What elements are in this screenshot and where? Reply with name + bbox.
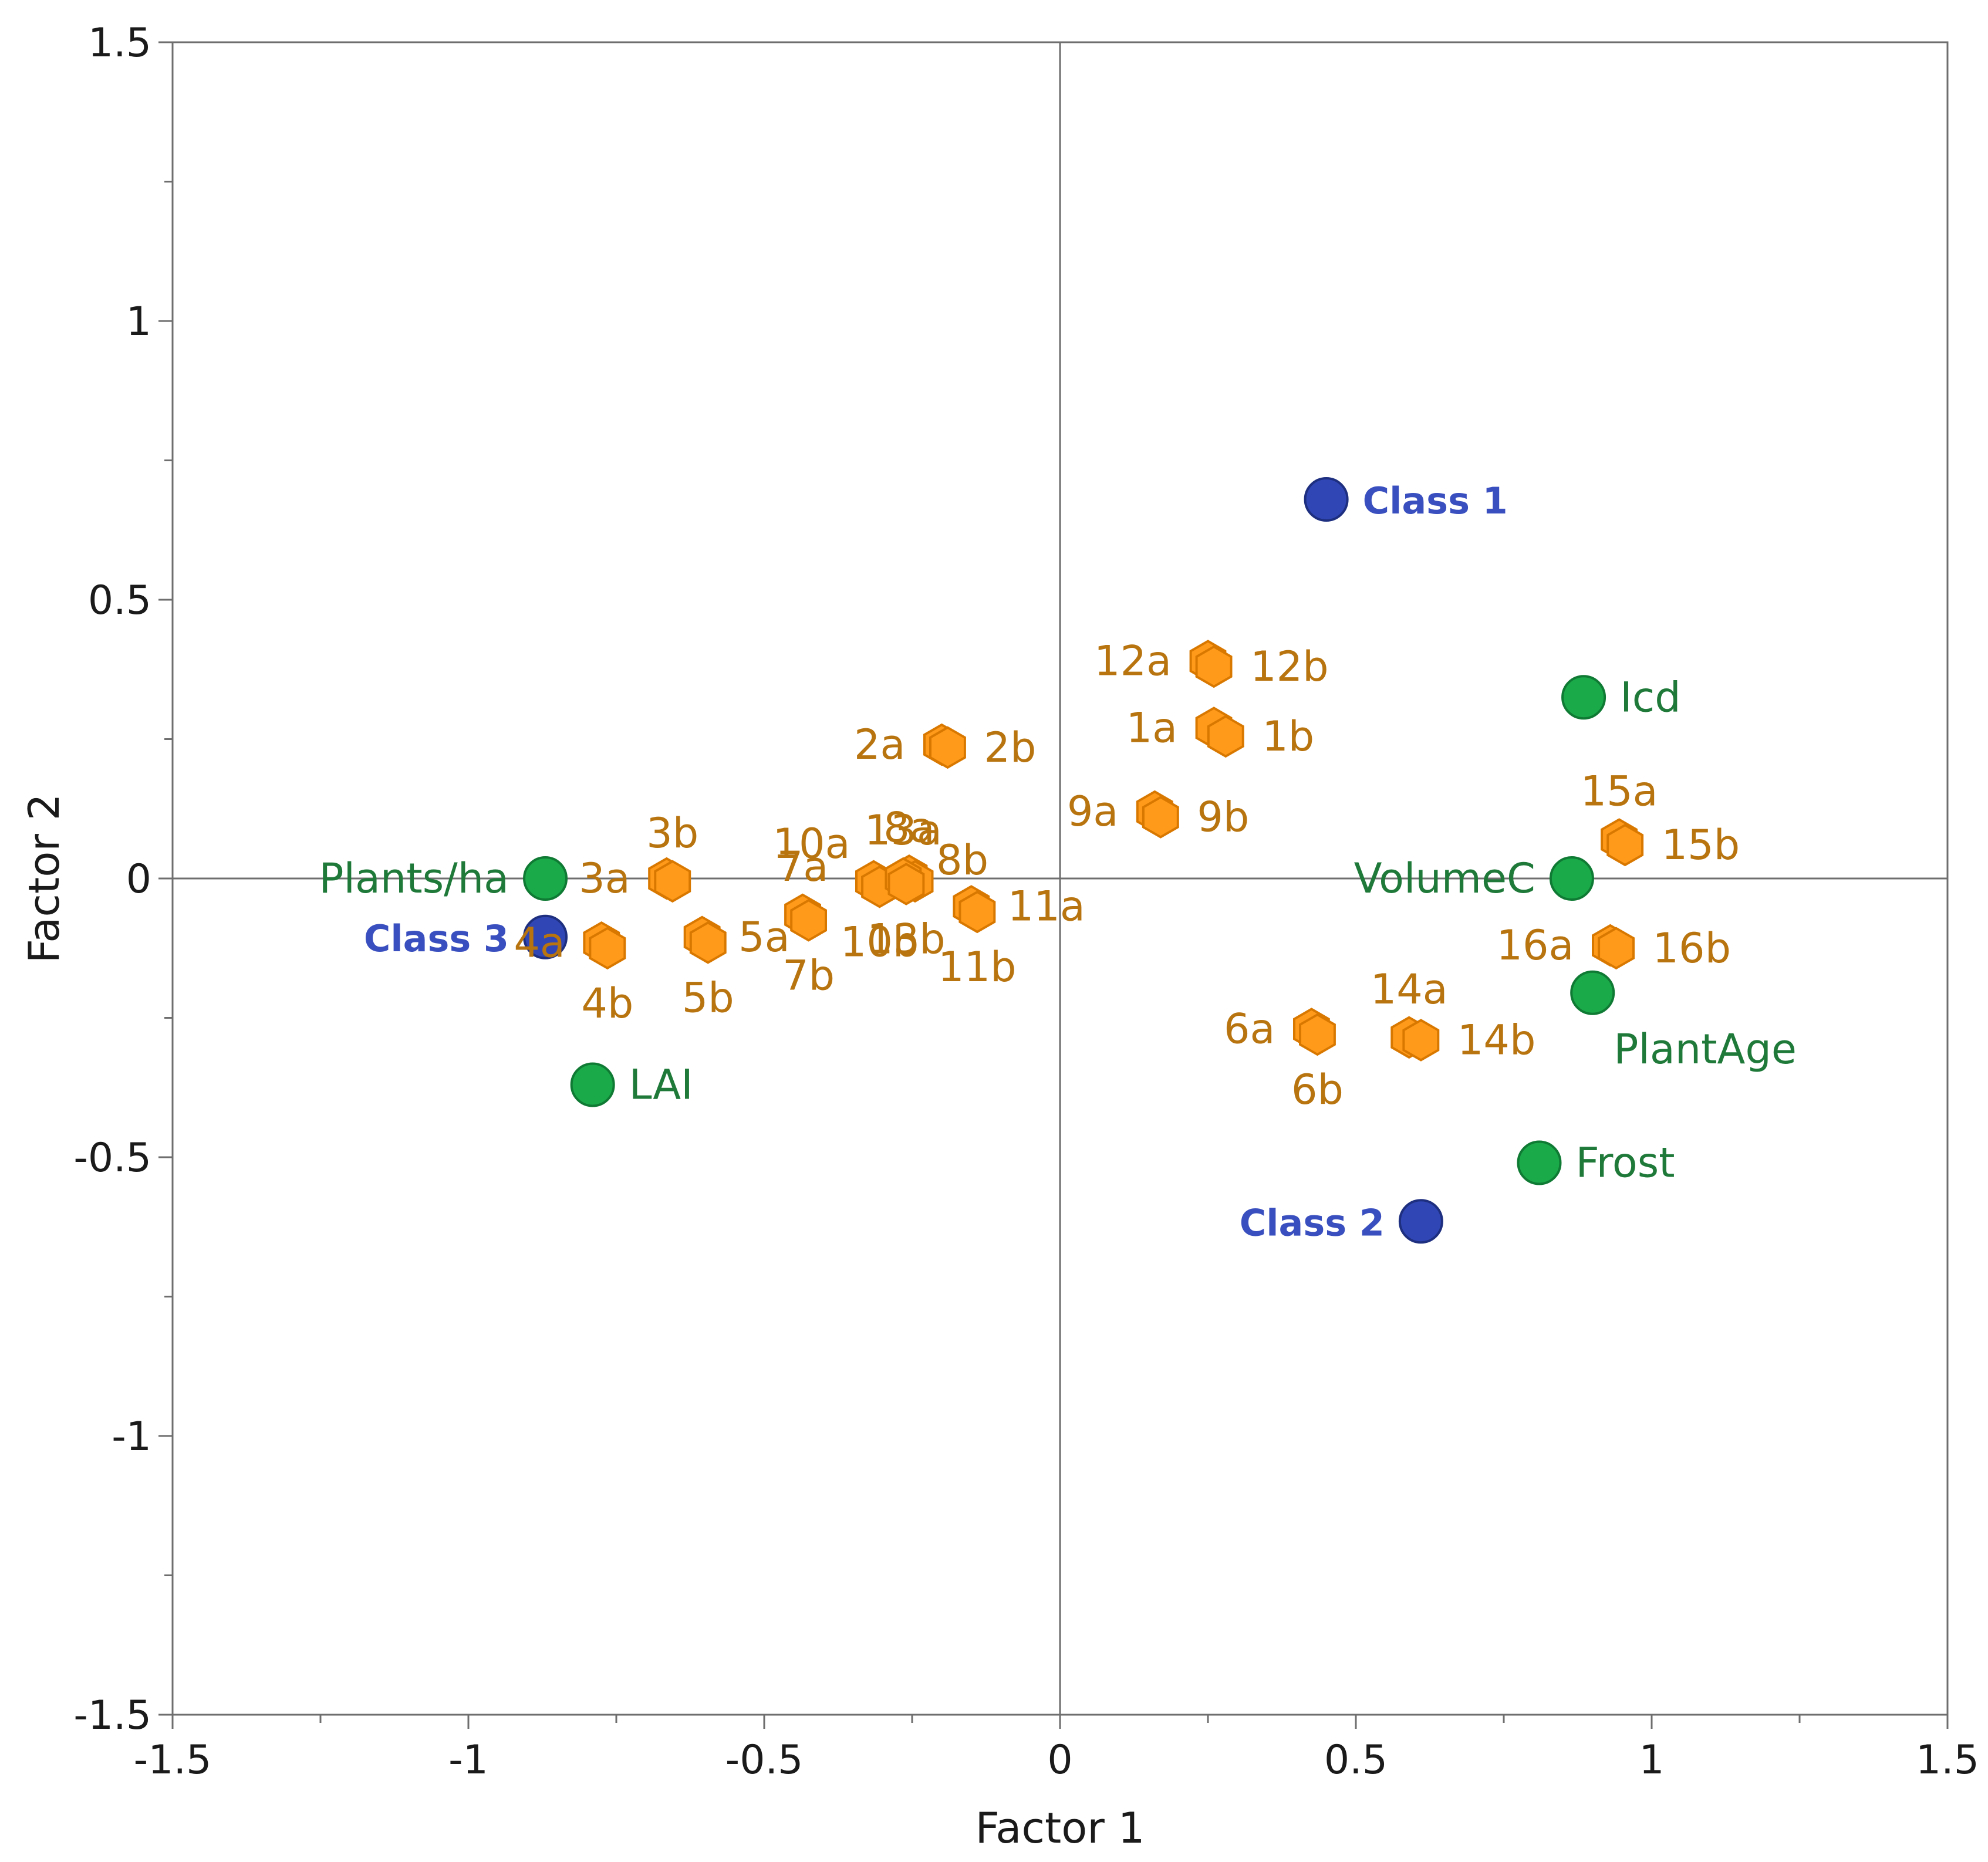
point-label-5b: 5b xyxy=(682,974,734,1022)
point-label-4b: 4b xyxy=(581,979,633,1028)
axes-layer: -1.5 -1 -0.5 0 0.5 1 1.5 1.5 1 0.5 0 -0.5 -1 -1.5 xyxy=(73,20,1979,1783)
x-tick-label: 0.5 xyxy=(1324,1737,1388,1783)
x-tick-label: -1 xyxy=(448,1737,488,1783)
variable-point-plants-ha xyxy=(523,856,568,901)
point-label-1b: 1b xyxy=(1262,712,1314,761)
x-tick-label: 1.5 xyxy=(1916,1737,1979,1783)
x-tick-label: -0.5 xyxy=(725,1737,804,1783)
point-label-frost: Frost xyxy=(1575,1139,1675,1187)
sample-point-14b xyxy=(1402,1019,1440,1062)
sample-point-9b xyxy=(1142,796,1179,839)
point-label-volumec: VolumeC xyxy=(1354,854,1535,903)
sample-point-1b xyxy=(1207,715,1244,758)
point-label-class-1: Class 1 xyxy=(1363,479,1508,522)
y-tick-label: -0.5 xyxy=(73,1135,151,1181)
point-label-5a: 5a xyxy=(738,913,789,961)
point-label-16b: 16b xyxy=(1653,924,1732,972)
point-label-7b: 7b xyxy=(782,951,835,999)
sample-point-12b xyxy=(1195,645,1233,688)
point-label-12b: 12b xyxy=(1250,643,1329,691)
marks-layer xyxy=(523,477,1644,1244)
y-tick-label: -1 xyxy=(112,1414,151,1460)
y-tick-label: 1.5 xyxy=(88,20,151,66)
point-label-13a: 13a xyxy=(865,806,942,854)
point-label-lai: LAI xyxy=(629,1061,693,1109)
point-label-14a: 14a xyxy=(1371,965,1448,1013)
variable-point-plantage xyxy=(1570,970,1615,1015)
point-label-class-3: Class 3 xyxy=(364,917,509,960)
point-label-class-2: Class 2 xyxy=(1240,1201,1385,1244)
point-label-15a: 15a xyxy=(1581,768,1658,816)
x-tick-label: 0 xyxy=(1047,1737,1072,1783)
point-label-1a: 1a xyxy=(1126,704,1177,752)
sample-point-6b xyxy=(1299,1013,1336,1056)
point-label-10a: 10a xyxy=(773,820,850,868)
point-label-14b: 14b xyxy=(1457,1016,1536,1065)
point-label-6a: 6a xyxy=(1224,1005,1275,1053)
point-label-9a: 9a xyxy=(1067,788,1118,836)
sample-point-11b xyxy=(958,890,996,934)
sample-point-16b xyxy=(1598,927,1635,970)
class-point-class-1 xyxy=(1304,477,1349,522)
sample-point-13b xyxy=(887,863,925,905)
y-tick-label: 0 xyxy=(126,856,151,903)
x-axis-title: Factor 1 xyxy=(975,1803,1145,1853)
point-label-3b: 3b xyxy=(646,809,698,857)
point-label-2b: 2b xyxy=(984,724,1036,772)
class-point-class-2 xyxy=(1398,1199,1443,1244)
point-label-7a: 7a xyxy=(777,843,828,891)
point-label-8a: 8a xyxy=(883,803,934,851)
point-label-10b: 10b xyxy=(841,918,919,966)
sample-point-5b xyxy=(689,921,727,964)
point-label-icd: Icd xyxy=(1620,673,1681,721)
x-tick-label: 1 xyxy=(1639,1737,1664,1783)
point-label-16a: 16a xyxy=(1496,921,1574,969)
point-label-11a: 11a xyxy=(1008,883,1085,931)
variable-point-lai xyxy=(570,1062,615,1107)
point-label-11b: 11b xyxy=(938,943,1017,991)
sample-point-15b xyxy=(1606,823,1644,867)
point-label-4a: 4a xyxy=(514,918,565,967)
point-label-13b: 13b xyxy=(867,915,946,964)
sample-point-2b xyxy=(929,726,966,769)
variable-point-volumec xyxy=(1549,856,1594,901)
sample-point-3b xyxy=(654,860,691,903)
point-label-8b: 8b xyxy=(936,836,988,884)
point-label-3a: 3a xyxy=(579,854,630,903)
x-tick-label: -1.5 xyxy=(134,1737,212,1783)
labels-layer: Plants/ha LAI Icd VolumeC PlantAge Frost Class… xyxy=(319,479,1797,1244)
point-label-plants-ha: Plants/ha xyxy=(319,854,509,903)
point-label-2a: 2a xyxy=(854,721,905,769)
y-tick-label: 0.5 xyxy=(88,577,151,624)
sample-point-7b xyxy=(790,898,827,942)
y-axis-title: Factor 2 xyxy=(19,793,69,963)
point-label-plantage: PlantAge xyxy=(1614,1025,1797,1073)
sample-point-4b xyxy=(589,927,626,970)
y-tick-label: -1.5 xyxy=(73,1692,151,1739)
point-label-9b: 9b xyxy=(1197,793,1249,842)
point-label-12a: 12a xyxy=(1094,637,1172,685)
class-point-class-3 xyxy=(523,914,568,959)
y-tick-label: 1 xyxy=(126,299,151,345)
point-label-15b: 15b xyxy=(1662,821,1740,869)
variable-point-frost xyxy=(1517,1140,1562,1185)
point-label-6b: 6b xyxy=(1291,1066,1344,1114)
variable-point-icd xyxy=(1561,675,1606,720)
